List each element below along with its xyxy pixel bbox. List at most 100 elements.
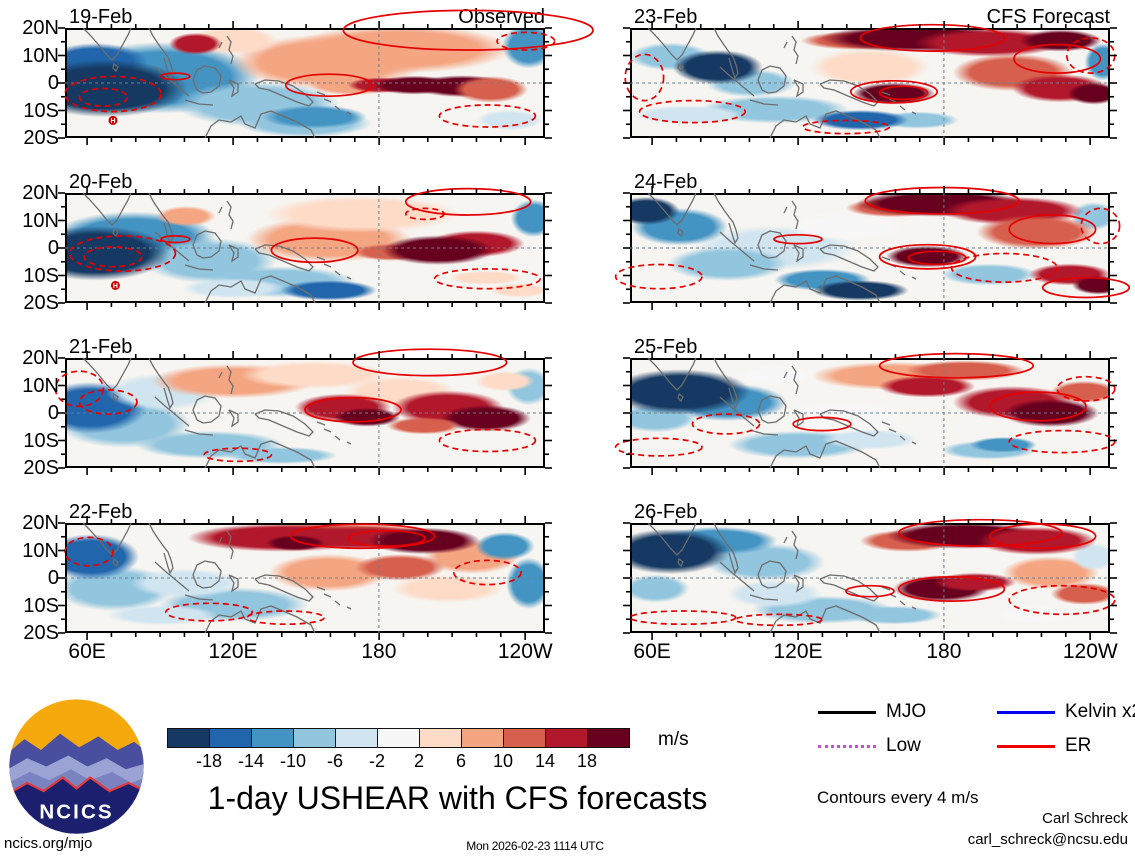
credit-name: Carl Schreck bbox=[1042, 810, 1128, 827]
panel-header: 21-Feb bbox=[65, 335, 545, 358]
shear-anomaly-map bbox=[54, 348, 552, 475]
map-panel-25-Feb: 25-Feb bbox=[614, 335, 1117, 475]
colorbar-tick-label: 14 bbox=[534, 751, 556, 771]
er-wave-contour-dashed bbox=[54, 370, 105, 408]
colorbar-tick-label: -2 bbox=[368, 751, 386, 771]
colorbar-cell bbox=[545, 728, 588, 748]
er-wave-contour-solid bbox=[1041, 276, 1131, 299]
coastlines bbox=[647, 522, 917, 634]
legend-line-mjo bbox=[818, 710, 876, 714]
panel-header: 19-Feb Observed bbox=[65, 5, 545, 28]
colorbar-tick-label: -10 bbox=[279, 751, 307, 771]
er-wave-contour-solid bbox=[989, 391, 1087, 422]
map-overlay bbox=[614, 186, 1131, 310]
panel-date-label: 26-Feb bbox=[634, 501, 698, 523]
er-wave-contour-solid bbox=[160, 235, 191, 244]
axis-ticks bbox=[623, 516, 1117, 640]
er-wave-contour-solid bbox=[897, 518, 1063, 547]
y-axis-label: 20N bbox=[22, 182, 59, 204]
legend-label: ER bbox=[1065, 735, 1092, 756]
er-wave-contour-dashed bbox=[614, 437, 703, 457]
shear-anomaly-map bbox=[614, 351, 1117, 475]
coastlines bbox=[647, 192, 917, 304]
er-wave-contour-dashed bbox=[246, 610, 326, 626]
er-wave-contour-solid bbox=[347, 529, 426, 547]
er-wave-contour-dashed bbox=[624, 53, 665, 102]
panel-date-label: 21-Feb bbox=[69, 336, 133, 358]
panel-header: 24-Feb bbox=[630, 170, 1110, 193]
coastlines bbox=[647, 357, 917, 469]
y-axis-label: 10N bbox=[22, 539, 59, 562]
er-wave-contour-solid bbox=[284, 73, 374, 98]
x-axis-label: 120W bbox=[497, 640, 553, 663]
axis-ticks bbox=[623, 21, 1117, 145]
shear-anomaly-map bbox=[614, 186, 1131, 310]
panel-header: 26-Feb bbox=[630, 500, 1110, 523]
panel-header: 22-Feb bbox=[65, 500, 545, 523]
er-wave-contour-dashed bbox=[1008, 429, 1116, 454]
er-wave-contour-solid bbox=[270, 237, 359, 264]
er-wave-contour-dashed bbox=[64, 75, 162, 113]
er-wave-contour-solid bbox=[1008, 214, 1097, 245]
x-axis-label: 120E bbox=[208, 640, 258, 663]
panel-date-label: 23-Feb bbox=[634, 6, 698, 28]
map-overlay bbox=[623, 516, 1117, 640]
er-wave-contour-solid bbox=[845, 584, 895, 598]
colorbar-cell bbox=[419, 728, 462, 748]
storm-h-glyph: H bbox=[113, 283, 118, 290]
legend-line-kelvin-x2 bbox=[997, 710, 1055, 714]
er-wave-contour-solid bbox=[304, 396, 402, 423]
y-axis-label: 10S bbox=[23, 99, 59, 122]
map-overlay bbox=[58, 516, 552, 640]
map-panel-20-Feb: 20-Feb H 20N 10N 0 10S 20S bbox=[22, 170, 552, 314]
er-wave-contour-dashed bbox=[614, 263, 703, 290]
er-wave-contour-solid bbox=[878, 352, 1035, 379]
y-axis-label: 20S bbox=[23, 292, 59, 314]
er-wave-contour-solid bbox=[878, 243, 977, 270]
panel-header: 25-Feb bbox=[630, 335, 1110, 358]
map-overlay bbox=[54, 348, 552, 475]
colorbar-cell bbox=[167, 728, 210, 748]
panel-header: 20-Feb bbox=[65, 170, 545, 193]
generation-timestamp: Mon 2026-02-23 1114 UTC bbox=[466, 839, 604, 853]
y-axis-label: 20N bbox=[22, 17, 59, 39]
colorbar-tick-label: 10 bbox=[492, 751, 514, 771]
map-overlay bbox=[614, 351, 1117, 475]
er-wave-contour-solid bbox=[878, 85, 929, 101]
panel-date-label: 20-Feb bbox=[69, 171, 133, 193]
er-wave-contour-dashed bbox=[78, 389, 138, 415]
map-panel-22-Feb: 22-Feb 20N 10N 0 10S 20S 60E 120E 180 120W bbox=[22, 500, 552, 663]
er-wave-contour-solid bbox=[859, 23, 1006, 52]
colorbar-cell bbox=[209, 728, 252, 748]
x-axis-label: 120W bbox=[1062, 640, 1118, 663]
er-wave-contour-dashed bbox=[78, 87, 129, 107]
y-axis-label: 20N bbox=[22, 347, 59, 369]
axis-ticks bbox=[58, 516, 552, 640]
er-wave-contour-solid bbox=[352, 348, 508, 377]
panel-date-label: 25-Feb bbox=[634, 336, 698, 358]
ncics-logo: NCICS bbox=[9, 699, 144, 834]
er-wave-contour-dashed bbox=[404, 207, 446, 221]
shear-anomaly-map bbox=[58, 516, 552, 640]
y-axis-label: 0 bbox=[47, 567, 59, 589]
er-wave-contour-dashed bbox=[638, 99, 747, 124]
colorbar-tick-label: 2 bbox=[413, 751, 425, 771]
er-wave-contour-dashed bbox=[691, 413, 761, 435]
er-wave-contour-dashed bbox=[1056, 375, 1116, 402]
map-panel-19-Feb: 19-Feb Observed H 20N 10N 0 10S 20S bbox=[22, 5, 594, 149]
colorbar-cell bbox=[293, 728, 336, 748]
credit-email: carl_schreck@ncsu.edu bbox=[967, 831, 1128, 848]
map-overlay bbox=[623, 21, 1117, 145]
shear-anomaly-map: H bbox=[58, 186, 552, 310]
er-wave-contour-solid bbox=[404, 187, 532, 216]
er-wave-contour-dashed bbox=[83, 246, 143, 268]
er-wave-contour-solid bbox=[989, 523, 1097, 550]
map-panel-21-Feb: 21-Feb 20N 10N 0 10S 20S bbox=[22, 335, 552, 479]
logo-red-ridge bbox=[9, 776, 144, 795]
er-wave-contour-solid bbox=[160, 72, 191, 81]
er-wave-contour-solid bbox=[773, 233, 823, 245]
logo-text: NCICS bbox=[39, 801, 113, 824]
panel-date-label: 22-Feb bbox=[69, 501, 133, 523]
er-wave-contour-dashed bbox=[164, 602, 254, 622]
coastlines bbox=[82, 27, 352, 139]
